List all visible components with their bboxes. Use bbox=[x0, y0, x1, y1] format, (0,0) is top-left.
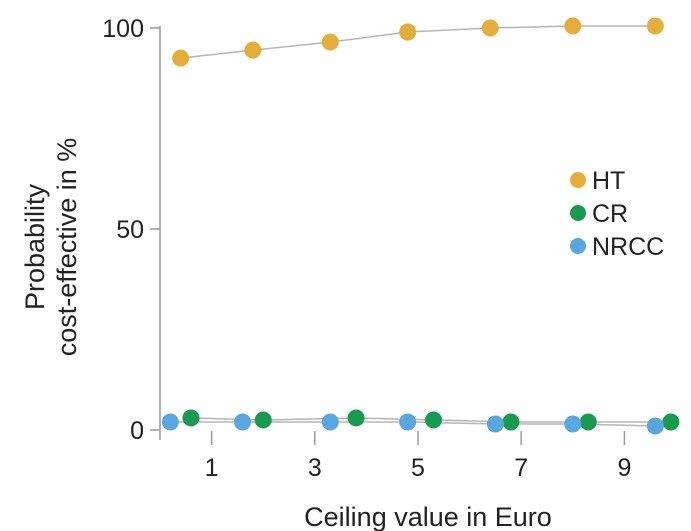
y-tick-label: 0 bbox=[130, 417, 144, 445]
series-points bbox=[161, 17, 680, 435]
data-point-cr bbox=[347, 409, 365, 427]
data-point-ht bbox=[321, 33, 339, 51]
legend-marker-nrcc bbox=[570, 238, 586, 254]
data-point-nrcc bbox=[646, 417, 664, 435]
data-point-ht bbox=[564, 17, 582, 35]
data-point-ht bbox=[399, 23, 417, 41]
data-point-ht bbox=[481, 19, 499, 37]
data-point-nrcc bbox=[399, 413, 417, 431]
data-point-nrcc bbox=[564, 415, 582, 433]
ticks: 0 50 100 1 3 5 7 9 bbox=[102, 15, 631, 482]
x-tick-label: 3 bbox=[308, 454, 322, 482]
data-point-cr bbox=[662, 413, 680, 431]
legend-marker-ht bbox=[570, 172, 586, 188]
data-point-cr bbox=[579, 413, 597, 431]
data-point-cr bbox=[254, 411, 272, 429]
data-point-cr bbox=[424, 411, 442, 429]
legend-label-cr: CR bbox=[592, 200, 628, 228]
data-point-ht bbox=[646, 17, 664, 35]
legend-label-ht: HT bbox=[592, 167, 625, 195]
x-tick-label: 9 bbox=[617, 454, 631, 482]
y-axis-label-line-2: cost-effective in % bbox=[52, 138, 82, 357]
y-tick-label: 50 bbox=[116, 216, 144, 244]
legend: HT CR NRCC bbox=[570, 167, 664, 261]
y-tick-label: 100 bbox=[102, 15, 144, 43]
x-tick-label: 5 bbox=[411, 454, 425, 482]
x-tick-label: 7 bbox=[514, 454, 528, 482]
data-point-nrcc bbox=[321, 413, 339, 431]
axis-labels: Ceiling value in Euro Probability cost-e… bbox=[20, 138, 552, 531]
x-axis-label: Ceiling value in Euro bbox=[304, 502, 552, 531]
legend-marker-cr bbox=[570, 205, 586, 221]
y-axis-label-line-1: Probability bbox=[20, 183, 50, 310]
data-point-cr bbox=[182, 409, 200, 427]
data-point-nrcc bbox=[486, 415, 504, 433]
data-point-cr bbox=[502, 413, 520, 431]
data-point-ht bbox=[172, 49, 190, 67]
data-point-nrcc bbox=[161, 413, 179, 431]
data-point-nrcc bbox=[234, 413, 252, 431]
data-point-ht bbox=[244, 41, 262, 59]
x-tick-label: 1 bbox=[205, 454, 219, 482]
legend-label-nrcc: NRCC bbox=[592, 233, 664, 261]
